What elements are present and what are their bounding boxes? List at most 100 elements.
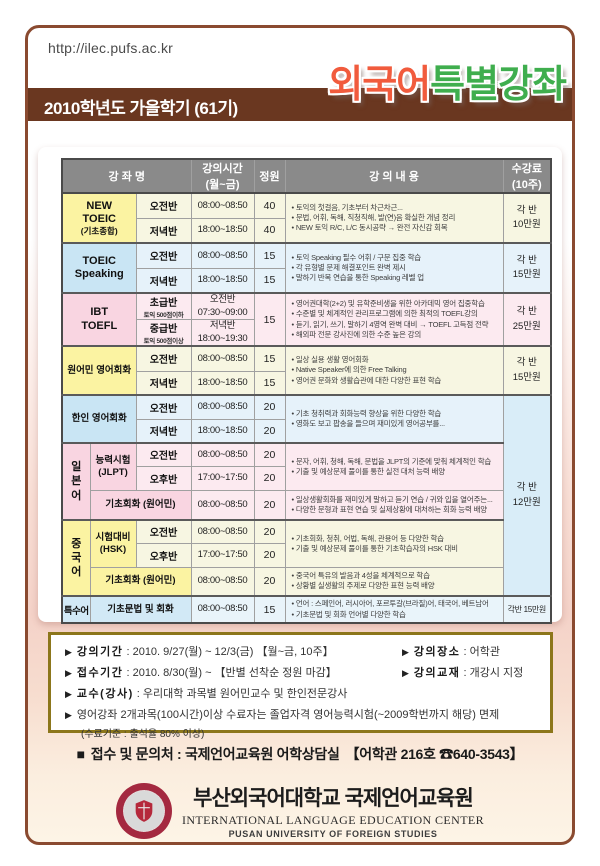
content-bullet: 영어권대학(2+2) 및 유학준비생을 위한 아카데믹 영어 집중학습 (292, 299, 500, 309)
table-row: TOEIC Speaking 오전반 08:00~08:50 15 토익 Spe… (61, 242, 552, 294)
triangle-bullet-icon: ▶ (65, 668, 72, 678)
table-row: 저녁반 18:00~18:50 15 (62, 267, 551, 294)
content-bullet: 말하기 반복 연습을 통한 Speaking 레벨 업 (292, 273, 500, 283)
course-category: 기초회화 (원어민) (89, 489, 192, 521)
course-fee: 각 반 25만원 (502, 292, 552, 347)
info-value: : 우리대학 과목별 원어민교수 및 한인전문강사 (136, 688, 348, 700)
content-bullet: 영화도 보고 팝송을 들으며 재미있게 영어공부를... (292, 419, 500, 429)
university-seal-icon (115, 782, 172, 839)
class-session: 오후반 (135, 542, 192, 568)
class-session: 오전반 (135, 242, 192, 269)
class-time: 08:00~08:50 (190, 489, 255, 521)
content-bullet: 언어 : 스페인어, 러시아어, 포르투갈(브라질)어, 태국어, 베트남어 (292, 599, 500, 609)
content-bullet: 토익의 첫걸음, 기초부터 차근차근... (292, 203, 500, 213)
class-session: 저녁반 (135, 217, 192, 244)
table-row: 한인 영어회화 오전반 08:00~08:50 20 기초 청취력과 회화능력 … (61, 394, 552, 597)
info-label: 강의장소 (413, 646, 461, 658)
content-bullet: 수준별 및 체계적인 관리프로그램에 의한 최적의 TOEFL강의 (292, 309, 500, 319)
info-row-location: ▶ 강의장소 : 어학관 (402, 643, 500, 659)
poster-title: 외국어특별강좌 (328, 64, 567, 106)
content-bullet: 기초 청취력과 회화능력 향상을 위한 다양한 학습 (292, 409, 500, 419)
triangle-bullet-icon: ▶ (65, 647, 72, 657)
class-capacity: 20 (253, 465, 286, 491)
course-name-text: NEW TOEIC (82, 199, 116, 225)
class-session: 저녁반 (135, 267, 192, 294)
class-level-requirement: 토익 500점이하 (143, 312, 184, 319)
triangle-bullet-icon: ▶ (65, 689, 72, 699)
merged-course-fee: 각 반 12만원 (502, 394, 552, 597)
course-category: 능력시험 (JLPT) (89, 442, 137, 491)
info-label: 교수(강사) (76, 688, 134, 700)
content-bullet: 기초문법 및 회화 언어별 다양한 학습 (292, 610, 500, 620)
class-capacity: 40 (253, 192, 286, 219)
class-capacity: 20 (253, 394, 286, 420)
class-capacity: 20 (253, 442, 286, 467)
info-row-exemption: ▶ 영어강좌 2개과목(100시간)이상 수료자는 졸업자격 영어능력시험(~20… (65, 706, 538, 722)
class-time: 저녁반 18:00~19:30 (190, 319, 255, 347)
course-content: 문자, 어휘, 청해, 독해, 문법을 JLPT의 기준에 맞춰 체계적인 학습… (284, 442, 504, 491)
language-name-japanese: 일 본 어 (61, 442, 91, 521)
content-bullet: 일상 실용 생활 영어회화 (292, 355, 500, 365)
course-category: 기초회화 (원어민) (89, 566, 192, 597)
triangle-bullet-icon: ▶ (402, 647, 409, 657)
table-row: 중급반 토익 500점이상 저녁반 18:00~19:30 (62, 319, 551, 347)
course-name: 한인 영어회화 (61, 394, 137, 444)
contact-detail: 【어학관 216호 ☎640-3543】 (345, 746, 524, 762)
footer-text-block: 부산외국어대학교 국제언어교육원 INTERNATIONAL LANGUAGE … (182, 782, 484, 839)
class-capacity: 15 (253, 267, 286, 294)
course-name: TOEIC Speaking (61, 242, 137, 294)
content-bullet: 문자, 어휘, 청해, 독해, 문법을 JLPT의 기준에 맞춰 체계적인 학습 (292, 457, 500, 467)
class-capacity: 20 (253, 542, 286, 568)
course-content: 기초회화, 청취, 어법, 독해, 관용어 등 다양한 학습 기출 및 예상문제… (284, 519, 504, 568)
poster-title-green: 특별강좌 (430, 64, 567, 106)
table-row: 기초회화 (원어민) 08:00~08:50 20 중국어 특유의 발음과 4성… (62, 566, 551, 597)
course-category: 시험대비 (HSK) (89, 519, 137, 568)
footer: 부산외국어대학교 국제언어교육원 INTERNATIONAL LANGUAGE … (28, 782, 572, 839)
class-time: 08:00~08:50 (190, 519, 255, 544)
info-value: : 어학관 (463, 646, 500, 658)
square-bullet-icon: ■ (76, 746, 85, 762)
col-header-content: 강 의 내 용 (284, 158, 504, 194)
info-label: 강의교재 (413, 667, 461, 679)
poster-title-orange: 외국어 (328, 64, 431, 106)
class-capacity: 20 (253, 566, 286, 597)
course-name: 원어민 영어회화 (61, 345, 137, 396)
course-info-box: ▶ 강의기간 : 2010. 9/27(월) ~ 12/3(금) 【월~금, 10… (48, 632, 553, 740)
class-capacity: 15 (253, 595, 286, 624)
course-fee: 각반 15만원 (502, 595, 552, 624)
class-time: 08:00~08:50 (190, 595, 255, 624)
info-note: (수료기준 : 출석율 80% 이상) (81, 729, 205, 740)
course-content: 토익 Speaking 필수 어휘 / 구문 집중 학습 각 유형별 문제 해결… (284, 242, 504, 294)
info-label: 접수기간 (76, 667, 124, 679)
course-name: 특수어 (61, 595, 91, 624)
class-time: 17:00~17:50 (190, 465, 255, 491)
class-capacity: 40 (253, 217, 286, 244)
class-level: 중급반 (149, 324, 178, 335)
table-row: 기초회화 (원어민) 08:00~08:50 20 일상생활회화를 재미있게 말… (62, 489, 551, 521)
class-capacity: 20 (253, 519, 286, 544)
class-session: 오전반 (135, 345, 192, 372)
course-content: 중국어 특유의 발음과 4성을 체계적으로 학습 상황별 실생활의 주제로 다양… (284, 566, 504, 597)
table-row: IBT TOEFL 초급반 토익 500점이하 오전반 07:30~09:00 1… (61, 292, 552, 347)
table-row: 오후반 17:00~17:50 20 (62, 465, 551, 491)
class-session: 오전반 (135, 394, 192, 420)
university-name-english: PUSAN UNIVERSITY OF FOREIGN STUDIES (228, 829, 438, 839)
content-bullet: 다양한 문형과 표현 연습 및 실제상황에 대처하는 회화 능력 배양 (292, 505, 500, 515)
class-session: 저녁반 (135, 418, 192, 444)
info-row-period: ▶ 강의기간 : 2010. 9/27(월) ~ 12/3(금) 【월~금, 10… (65, 643, 538, 659)
contact-line: ■ 접수 및 문의처 : 국제언어교육원 어학상담실 【어학관 216호 ☎640-… (28, 744, 572, 764)
class-capacity: 15 (253, 345, 286, 372)
course-category: 기초문법 및 회화 (89, 595, 192, 624)
table-row: 중 국 어 시험대비 (HSK) 오전반 08:00~08:50 20 기초회화… (61, 519, 551, 597)
table-row: 저녁반 18:00~18:50 20 (62, 418, 551, 444)
class-time: 08:00~08:50 (190, 566, 255, 597)
info-row-textbook: ▶ 강의교재 : 개강시 지정 (402, 664, 523, 680)
content-bullet: 기출 및 예상문제 풀이를 통한 기초학습자의 HSK 대비 (292, 544, 500, 554)
content-bullet: 일상생활회화를 재미있게 말하고 듣기 연습 / 귀와 입을 열어주는... (292, 495, 500, 505)
semester-label: 2010학년도 가을학기 (61기) (44, 99, 238, 118)
content-bullet: 기초회화, 청취, 어법, 독해, 관용어 등 다양한 학습 (292, 534, 500, 544)
content-bullet: 기출 및 예상문제 풀이를 통한 실전 대처 능력 배양 (292, 467, 500, 477)
course-table-panel: 강 좌 명 강의시간 (월~금) 정원 강 의 내 용 수강료 (10주) NE… (38, 147, 562, 624)
class-session: 저녁반 (135, 370, 192, 396)
content-bullet: NEW 토익 R/C, L/C 동시공략 → 완전 자신감 회복 (292, 223, 500, 233)
